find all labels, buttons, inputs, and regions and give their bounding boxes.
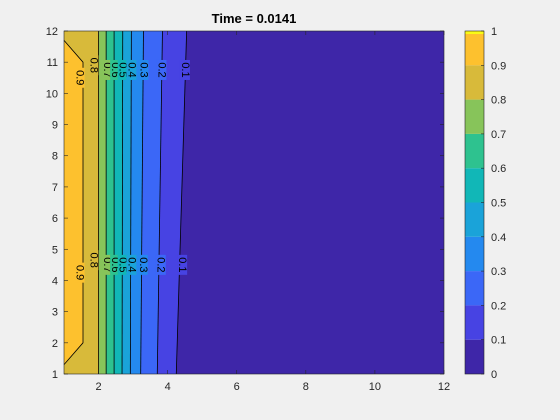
contour-label-bg: [117, 59, 128, 80]
contour-label-bg: [117, 254, 128, 275]
contour-label-bg: [177, 254, 188, 275]
contour-label: 0.9: [74, 265, 86, 280]
contour-label: 0.4: [125, 257, 137, 272]
y-tick-label: 7: [52, 182, 58, 194]
contour-label-bg: [110, 59, 121, 80]
y-tick-label: 5: [52, 244, 58, 256]
x-tick-label: 12: [438, 381, 450, 393]
contour-band-0.9: [64, 40, 83, 365]
y-tick-label: 9: [52, 120, 58, 132]
contour-label: 0.5: [117, 62, 129, 77]
colorbar-tick-label: 0.2: [491, 300, 506, 312]
contour-label-bg: [156, 59, 167, 80]
colorbar-segment: [465, 168, 484, 203]
x-tick-label: 6: [234, 381, 240, 393]
y-tick-label: 4: [52, 275, 58, 287]
colorbar-tick-label: 0.5: [491, 198, 506, 210]
contour-label: 0.5: [117, 257, 129, 272]
colorbar-tick-label: 1: [491, 26, 497, 38]
contour-label-bg: [102, 254, 113, 275]
y-tick-label: 1: [52, 369, 58, 381]
contour-line-0.1: [175, 30, 188, 375]
contour-label-bg: [126, 254, 137, 275]
y-tick-label: 12: [46, 26, 58, 38]
colorbar-tick-label: 0.7: [491, 129, 506, 141]
colorbar-segment: [465, 271, 484, 306]
contour-label: 0.3: [137, 257, 149, 272]
contour-label: 0.8: [87, 253, 99, 268]
contour-label: 0.3: [137, 62, 149, 77]
x-tick-label: 4: [165, 381, 171, 393]
y-tick-label: 3: [52, 307, 58, 319]
contour-label: 0.1: [176, 257, 188, 272]
contour-label-bg: [88, 250, 99, 271]
colorbar-segment: [465, 236, 484, 272]
contour-label-bg: [88, 55, 99, 76]
contour-label: 0.2: [155, 62, 167, 77]
colorbar-segment: [465, 202, 484, 237]
contour-line-0.9: [63, 40, 84, 365]
colorbar-tick-label: 0.6: [491, 163, 506, 175]
contour-line-0.3: [140, 30, 144, 375]
contour-label-bg: [137, 254, 148, 275]
contour-label-bg: [74, 262, 85, 283]
colorbar-tick-label: 0.1: [491, 335, 506, 347]
contour-label: 0.1: [179, 62, 191, 77]
contour-line-0.4: [129, 30, 132, 375]
colorbar-segment: [465, 133, 484, 169]
colorbar-tick-label: 0.8: [491, 95, 506, 107]
contour-label-bg: [102, 59, 113, 80]
contour-line-0.2: [156, 30, 163, 375]
colorbar-tick-label: 0.9: [491, 60, 506, 72]
x-tick-label: 2: [95, 381, 101, 393]
contour-label-bg: [179, 59, 190, 80]
colorbar-segment: [465, 65, 484, 100]
colorbar-segment: [465, 31, 484, 66]
contour-label-bg: [74, 67, 85, 88]
contour-label-bg: [138, 59, 149, 80]
y-tick-label: 2: [52, 338, 58, 350]
axes-box: [63, 30, 445, 375]
contour-plot: 0.90.8 0.70.60.50.4 0.3 0.2 0.10.90.8 0.70.60…: [63, 30, 444, 375]
colorbar-segment: [465, 339, 484, 374]
contour-label: 0.9: [74, 70, 86, 85]
contour-label: 0.8: [87, 58, 99, 73]
y-tick-label: 8: [52, 151, 58, 163]
colorbar-tick-label: 0: [491, 369, 497, 381]
y-tick-label: 11: [47, 57, 58, 69]
colorbar: 0 0.1 0.2 0.3 0.4 0.5 0.6 0.7 0.8 0.9 1: [464, 26, 506, 381]
colorbar-tick-label: 0.4: [491, 232, 506, 244]
colorbar-segment-top: [465, 31, 484, 34]
x-tick-label: 8: [303, 381, 309, 393]
colorbar-segment: [465, 99, 484, 134]
y-tick-label: 10: [46, 88, 58, 100]
colorbar-segment: [465, 305, 484, 340]
colorbar-tick-label: 0.3: [491, 266, 506, 278]
contour-label-bg: [110, 254, 121, 275]
y-tick-label: 6: [52, 213, 58, 225]
x-tick-label: 10: [369, 381, 381, 393]
chart-title: Time = 0.0141: [212, 11, 297, 26]
contour-label: 0.2: [155, 257, 167, 272]
contour-label-bg: [126, 59, 137, 80]
contour-label: 0.4: [125, 62, 137, 77]
contour-label-bg: [155, 254, 166, 275]
contour-line-0.5: [121, 30, 124, 375]
